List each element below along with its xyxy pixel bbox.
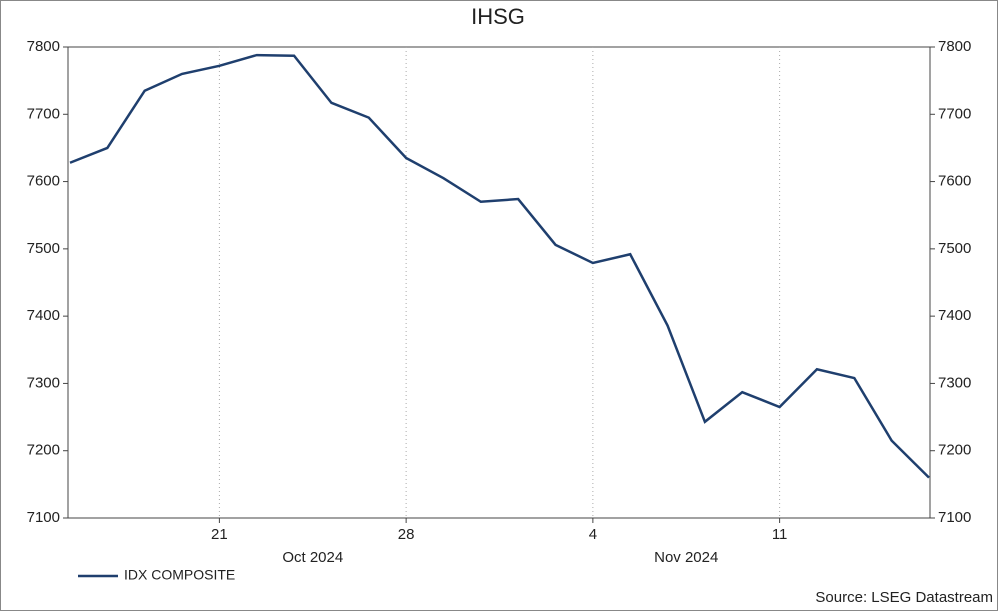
y-tick-label: 7800 [27, 38, 60, 55]
y-tick-label: 7400 [27, 307, 60, 324]
month-label: Oct 2024 [282, 549, 343, 566]
source-note: Source: LSEG Datastream [815, 589, 993, 606]
x-tick-label: 28 [398, 526, 415, 543]
chart-title: IHSG [471, 4, 525, 29]
y2-tick-label: 7600 [938, 173, 971, 190]
y-tick-label: 7200 [27, 442, 60, 459]
line-series [69, 53, 930, 479]
y2-tick-label: 7800 [938, 38, 971, 55]
y2-tick-label: 7400 [938, 307, 971, 324]
y-tick-label: 7700 [27, 105, 60, 122]
x-tick-label: 21 [211, 526, 228, 543]
y2-tick-label: 7200 [938, 442, 971, 459]
legend-label: IDX COMPOSITE [124, 567, 235, 583]
y-tick-label: 7300 [27, 374, 60, 391]
x-tick-label: 11 [772, 526, 788, 543]
y2-tick-label: 7300 [938, 374, 971, 391]
x-tick-label: 4 [589, 526, 597, 543]
plot-area [67, 46, 931, 519]
y-tick-label: 7500 [27, 240, 60, 257]
month-label: Nov 2024 [654, 549, 718, 566]
y2-tick-label: 7500 [938, 240, 971, 257]
y2-tick-label: 7100 [938, 509, 971, 526]
y-tick-label: 7600 [27, 173, 60, 190]
y2-tick-label: 7700 [938, 105, 971, 122]
y-tick-label: 7100 [27, 509, 60, 526]
